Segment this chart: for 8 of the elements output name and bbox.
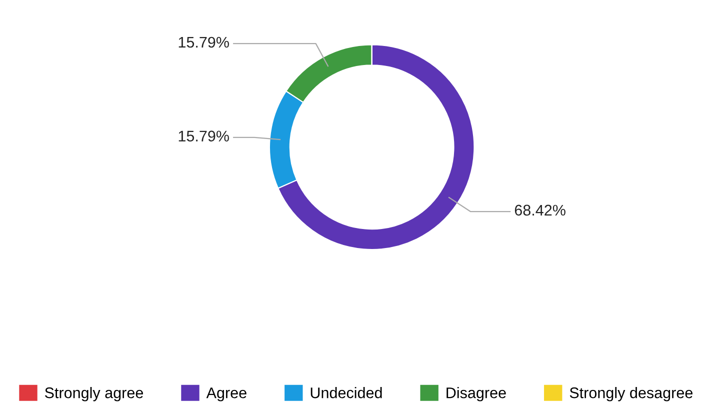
legend-label: Disagree — [446, 387, 506, 402]
legend-label: Strongly agree — [44, 387, 143, 402]
legend-label: Strongly desagree — [570, 387, 692, 402]
data-label: 68.42% — [514, 204, 566, 216]
legend-label: Undecided — [310, 387, 382, 398]
data-label: 15.79% — [178, 130, 229, 142]
data-label: 15.79% — [178, 36, 229, 48]
legend-label: Agree — [206, 388, 246, 402]
